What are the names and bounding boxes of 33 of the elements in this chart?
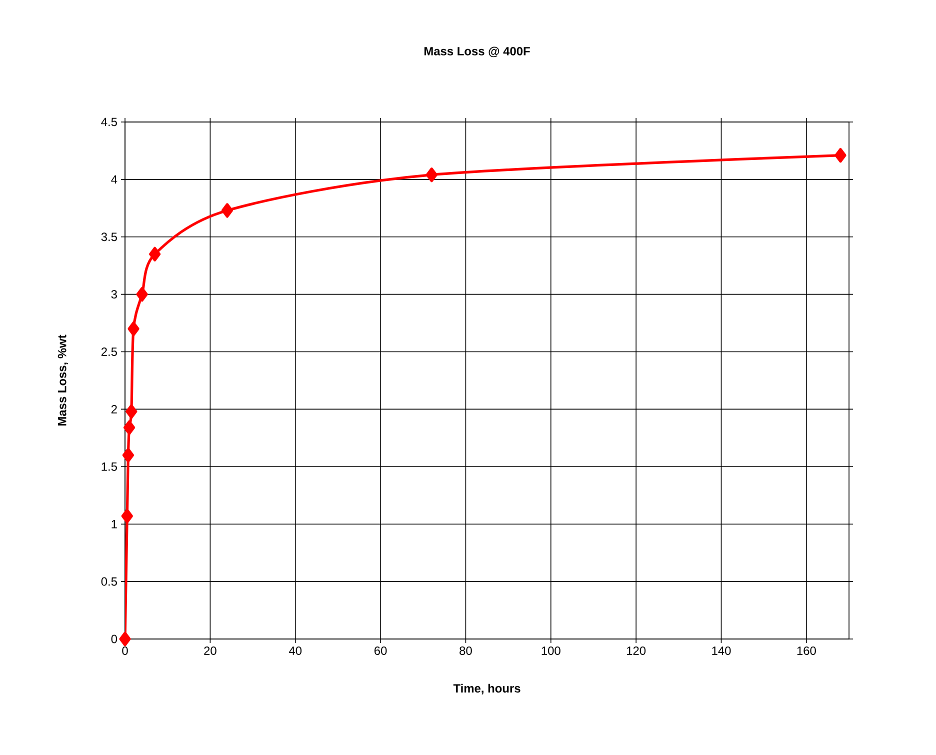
x-tick-label: 0: [122, 646, 128, 655]
x-tick-label: 120: [627, 646, 646, 655]
y-tick-label: 2.5: [101, 348, 117, 356]
point: [126, 404, 138, 419]
chart-title: Mass Loss @ 400F: [424, 46, 530, 58]
point: [426, 168, 438, 182]
point: [128, 321, 140, 336]
y-tick-label: 2: [111, 405, 117, 414]
point: [221, 203, 234, 218]
x-tick-label: 60: [374, 646, 387, 655]
x-tick-label: 80: [460, 646, 472, 655]
point: [122, 448, 134, 462]
point: [834, 148, 846, 163]
x-tick-label: 160: [797, 646, 816, 655]
point: [123, 420, 136, 435]
y-tick-label: 1.5: [102, 462, 117, 471]
y-tick-label: 3.5: [101, 232, 117, 242]
x-tick-label: 100: [542, 646, 560, 655]
point: [119, 632, 131, 646]
x-tick-label: 40: [288, 646, 302, 655]
x-axis-title: Time, hours: [453, 684, 520, 694]
y-tick-label: 3: [111, 290, 117, 299]
point: [121, 508, 133, 524]
y-tick-label: 1: [112, 520, 117, 528]
y-tick-label: 4.5: [101, 118, 117, 126]
point: [149, 246, 161, 262]
y-tick-label: 0: [111, 634, 118, 644]
x-tick-label: 140: [712, 646, 731, 655]
y-tick-label: 4: [111, 175, 118, 184]
y-tick-label: 0.5: [101, 577, 117, 586]
point: [136, 287, 148, 302]
y-axis-title: Mass Loss, %wt: [58, 334, 68, 426]
x-tick-label: 20: [204, 646, 216, 655]
